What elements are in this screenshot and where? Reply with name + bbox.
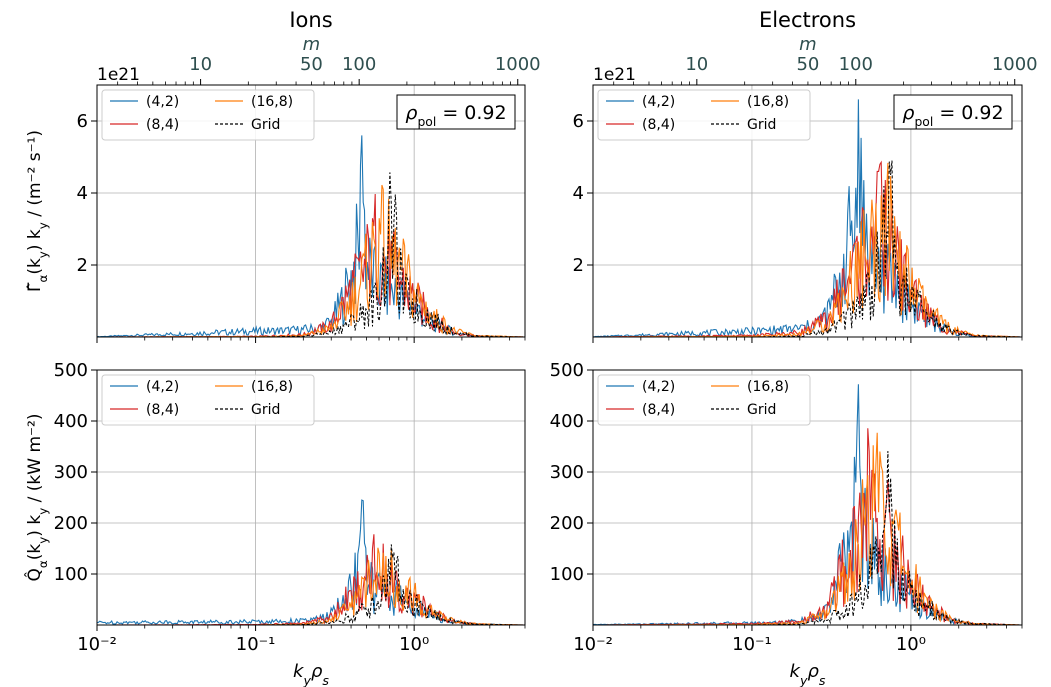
series-Grid xyxy=(97,544,525,625)
y-tick-label: 400 xyxy=(550,411,584,432)
legend-label: (4,2) xyxy=(642,379,675,395)
legend-label: Grid xyxy=(747,402,776,418)
x-tick-label: 10⁰ xyxy=(896,634,926,655)
y-tick-label: 300 xyxy=(54,462,88,483)
axes-frame xyxy=(592,369,1023,626)
legend: (4,2) (16,8) (8,4) Grid xyxy=(597,89,811,141)
offset-label: 1e21 xyxy=(593,65,636,85)
series-(4,2) xyxy=(593,99,1022,337)
x-tick-label: 10⁻¹ xyxy=(732,634,772,655)
y-tick-label: 100 xyxy=(54,564,88,585)
legend-box xyxy=(101,374,315,426)
y-tick-label: 500 xyxy=(54,360,88,381)
legend-label: (16,8) xyxy=(251,379,293,395)
x-tick-label: 10⁻² xyxy=(77,634,117,655)
annotation-box xyxy=(396,94,516,130)
x-tick-label: 10⁰ xyxy=(399,634,429,655)
x-tick-label: 10⁻¹ xyxy=(236,634,276,655)
legend-label: (4,2) xyxy=(642,94,675,110)
legend-label: (16,8) xyxy=(747,94,789,110)
series-(4,2) xyxy=(97,499,525,625)
legend-box xyxy=(101,89,315,141)
legend-label: (8,4) xyxy=(642,402,675,418)
series-(8,4) xyxy=(97,193,525,337)
subplot-3: 10⁻² 10⁻¹ 10⁰ 100 200 300 400 500 kyρs Q̂α(ky) ky… xyxy=(24,360,526,687)
legend-label: (16,8) xyxy=(747,379,789,395)
subplot-title: Ions xyxy=(289,8,332,32)
y-tick-label: 4 xyxy=(77,183,88,204)
top-tick-label: 10 xyxy=(189,54,212,75)
offset-label: 1e21 xyxy=(97,65,140,85)
top-tick-label: 100 xyxy=(839,54,873,75)
series-(16,8) xyxy=(97,184,525,337)
y-tick-label: 4 xyxy=(573,183,584,204)
axes-frame xyxy=(96,369,526,626)
y-axis-label: Γ̂α(ky) ky / (m⁻² s⁻¹) xyxy=(25,130,50,292)
y-tick-label: 2 xyxy=(77,255,88,276)
axes-frame xyxy=(592,84,1023,338)
top-axis-label: m xyxy=(799,34,817,55)
y-tick-label: 200 xyxy=(550,513,584,534)
series-Grid xyxy=(593,450,1022,625)
top-tick-label: 10 xyxy=(685,54,708,75)
series-(16,8) xyxy=(593,162,1022,337)
legend-label: (8,4) xyxy=(146,402,179,418)
y-tick-label: 100 xyxy=(550,564,584,585)
y-tick-label: 200 xyxy=(54,513,88,534)
top-tick-label: 100 xyxy=(342,54,376,75)
legend-label: Grid xyxy=(251,402,280,418)
y-tick-label: 2 xyxy=(573,255,584,276)
axes-frame xyxy=(96,84,526,338)
subplot-title: Electrons xyxy=(759,8,856,32)
legend: (4,2) (16,8) (8,4) Grid xyxy=(101,89,315,141)
x-tick-label: 10⁻² xyxy=(573,634,613,655)
legend-label: (4,2) xyxy=(146,94,179,110)
x-axis-label: kyρs xyxy=(790,661,826,687)
series-(16,8) xyxy=(97,547,525,625)
legend-label: Grid xyxy=(251,117,280,133)
legend: (4,2) (16,8) (8,4) Grid xyxy=(101,374,315,426)
legend-box xyxy=(597,89,811,141)
series-Grid xyxy=(593,160,1022,337)
series-(16,8) xyxy=(593,432,1022,625)
series-(8,4) xyxy=(593,428,1022,625)
legend-label: (8,4) xyxy=(146,117,179,133)
y-tick-label: 6 xyxy=(573,111,584,132)
legend-box xyxy=(597,374,811,426)
top-tick-label: 1000 xyxy=(495,54,541,75)
legend-label: (8,4) xyxy=(642,117,675,133)
y-tick-label: 500 xyxy=(550,360,584,381)
annotation-text: ρpol = 0.92 xyxy=(902,102,1003,129)
top-tick-label: 50 xyxy=(300,54,323,75)
legend-label: (4,2) xyxy=(146,379,179,395)
subplot-4: 10⁻² 10⁻¹ 10⁰ 100 200 300 400 500 kyρs (4,2) (16,8… xyxy=(550,360,1023,687)
legend: (4,2) (16,8) (8,4) Grid xyxy=(597,374,811,426)
x-axis-label: kyρs xyxy=(293,661,329,687)
y-tick-label: 300 xyxy=(550,462,584,483)
series-Grid xyxy=(97,172,525,337)
series-(4,2) xyxy=(97,135,525,337)
top-tick-label: 50 xyxy=(796,54,819,75)
series-(8,4) xyxy=(97,534,525,625)
annotation: ρpol = 0.92 xyxy=(893,94,1013,130)
y-tick-label: 6 xyxy=(77,111,88,132)
y-axis-label: Q̂α(ky) ky / (kW m⁻²) xyxy=(24,414,50,582)
annotation: ρpol = 0.92 xyxy=(396,94,516,130)
annotation-box xyxy=(893,94,1013,130)
legend-label: Grid xyxy=(747,117,776,133)
legend-label: (16,8) xyxy=(251,94,293,110)
top-tick-label: 1000 xyxy=(992,54,1038,75)
top-axis-label: m xyxy=(303,34,321,55)
y-tick-label: 400 xyxy=(54,411,88,432)
series-(8,4) xyxy=(593,160,1022,337)
annotation-text: ρpol = 0.92 xyxy=(405,102,506,129)
